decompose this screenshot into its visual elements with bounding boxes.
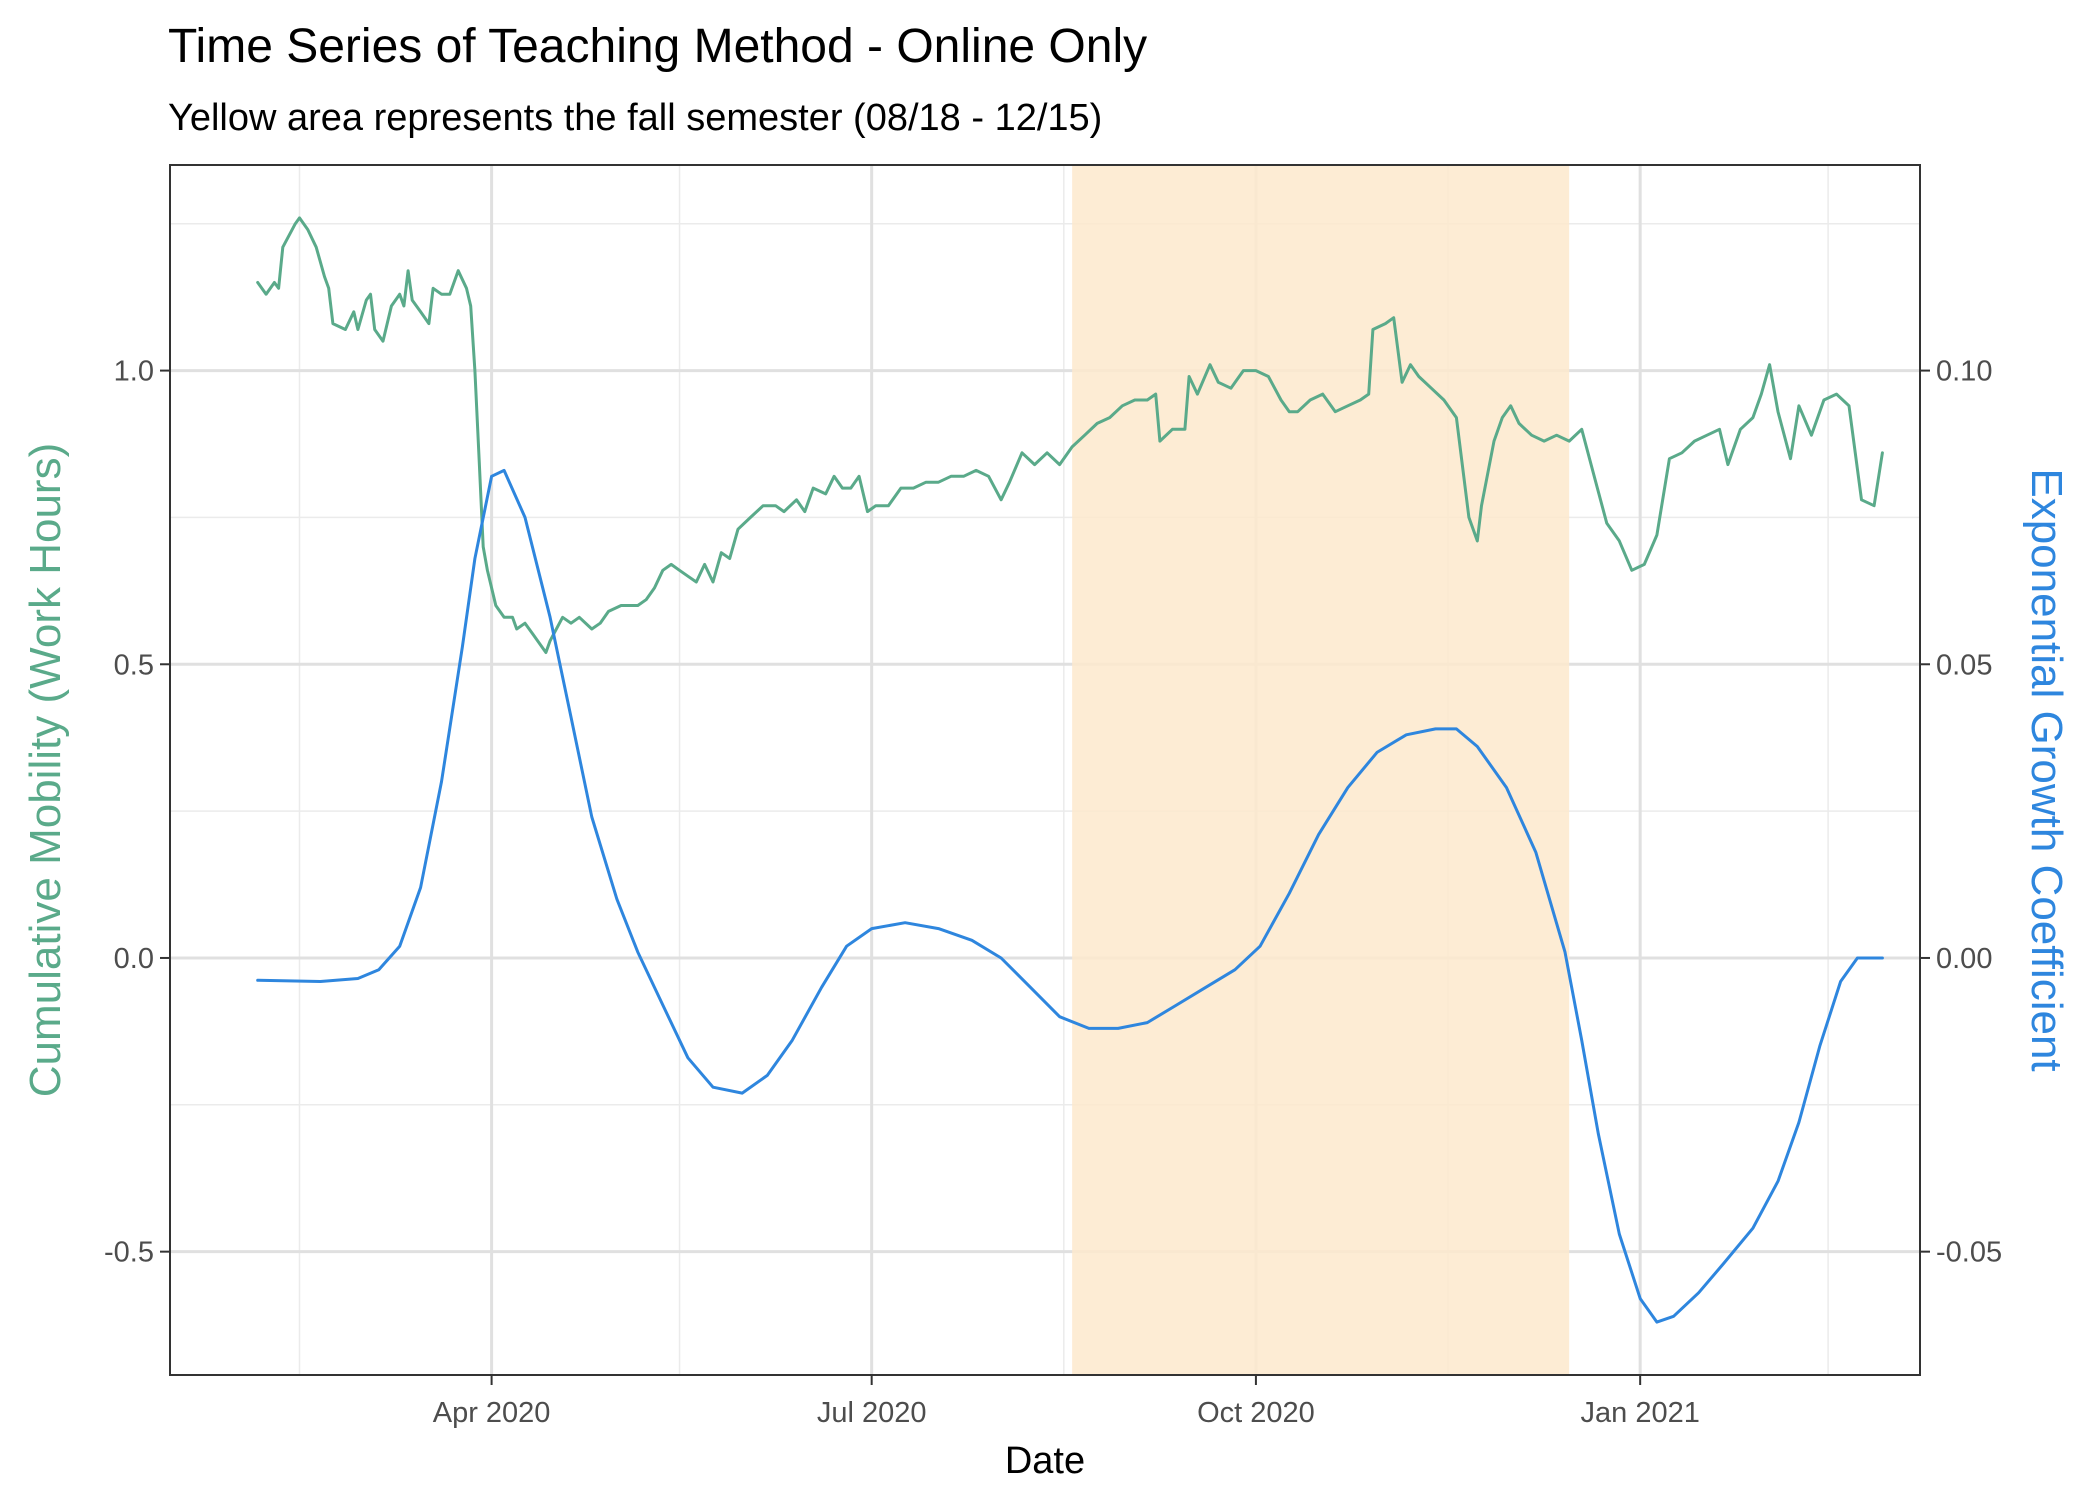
- growth-series-line: [256, 468, 1884, 1324]
- y-right-tick-label: -0.05: [1936, 1237, 2002, 1269]
- fall-semester-shading: [1072, 165, 1570, 1375]
- mobility-series-line: [256, 216, 1884, 654]
- y-left-tick-label: 1.0: [114, 356, 154, 388]
- y-left-tick-label: 0.5: [114, 649, 154, 681]
- x-tick-label: Jan 2021: [1581, 1397, 1700, 1429]
- series-lines: [256, 216, 1884, 1324]
- y-axis-left-title: Cumulative Mobility (Work Hours): [21, 443, 70, 1097]
- y-axis-left: 1.0 0.5 0.0 -0.5: [104, 356, 170, 1269]
- chart-title: Time Series of Teaching Method - Online …: [168, 20, 1147, 73]
- plot-panel-border: [169, 164, 1921, 1376]
- y-right-tick-label: 0.10: [1936, 356, 1992, 388]
- chart-subtitle: Yellow area represents the fall semester…: [168, 97, 1102, 139]
- x-axis-title: Date: [1005, 1440, 1085, 1482]
- plot-panel-background: [170, 165, 1920, 1375]
- y-axis-right-title: Exponential Growth Coefficient: [2022, 468, 2071, 1071]
- grid: [170, 165, 1920, 1375]
- x-tick-label: Apr 2020: [433, 1397, 551, 1429]
- x-tick-label: Jul 2020: [817, 1397, 927, 1429]
- y-left-tick-label: 0.0: [114, 943, 154, 975]
- y-right-tick-label: 0.00: [1936, 943, 1992, 975]
- y-left-tick-label: -0.5: [104, 1237, 154, 1269]
- y-right-tick-label: 0.05: [1936, 649, 1992, 681]
- x-tick-label: Oct 2020: [1197, 1397, 1315, 1429]
- y-axis-right: 0.10 0.05 0.00 -0.05: [1920, 356, 2002, 1269]
- x-axis: Apr 2020 Jul 2020 Oct 2020 Jan 2021: [433, 1375, 1700, 1429]
